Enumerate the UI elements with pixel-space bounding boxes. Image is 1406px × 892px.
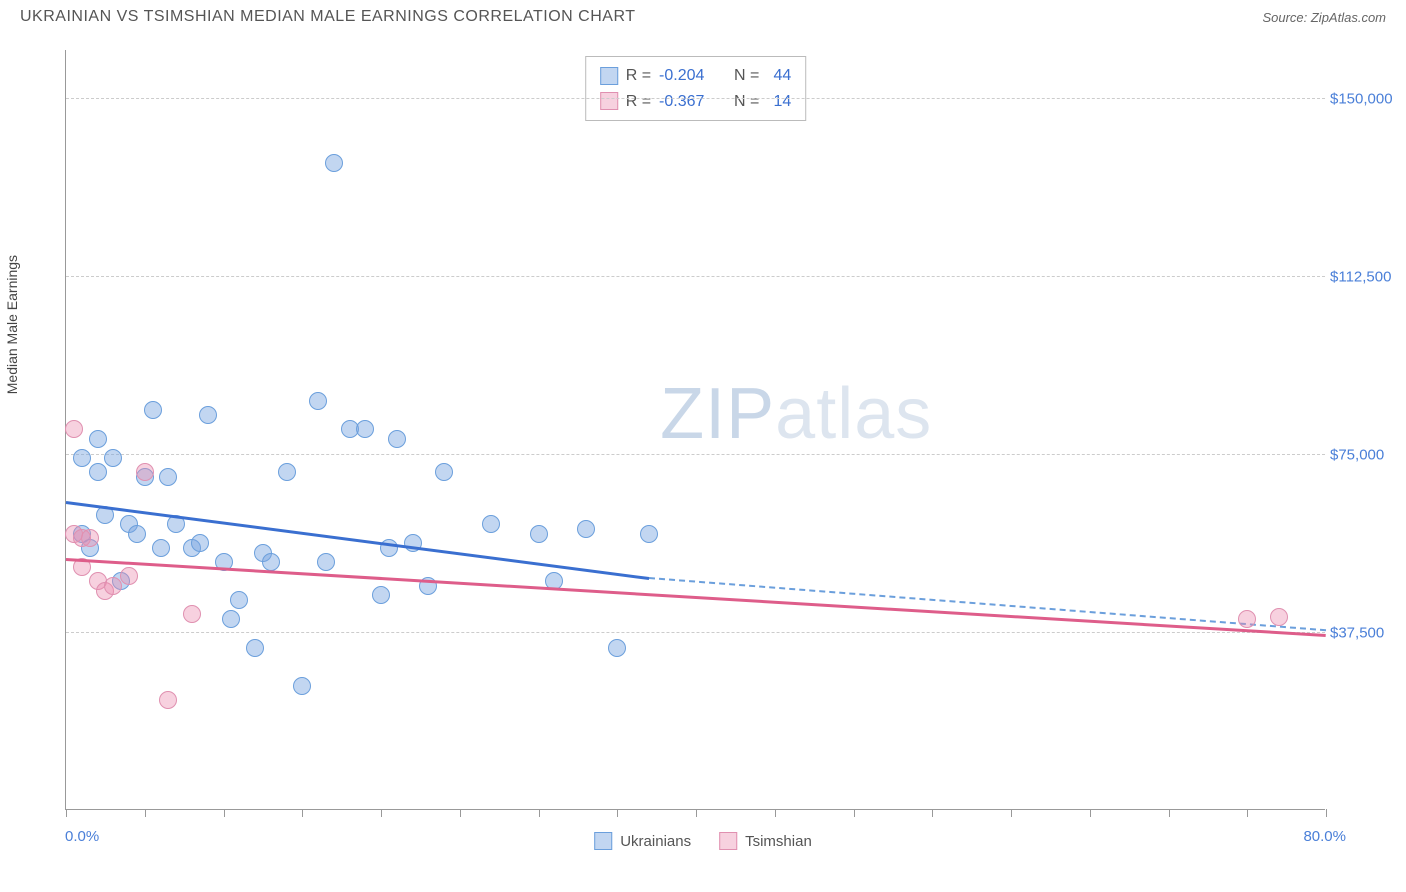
y-tick-label: $112,500 xyxy=(1330,268,1406,285)
x-axis-max-label: 80.0% xyxy=(1303,828,1346,845)
x-tick xyxy=(1011,809,1012,817)
scatter-point xyxy=(65,420,83,438)
x-tick xyxy=(1247,809,1248,817)
scatter-point xyxy=(144,401,162,419)
x-tick xyxy=(539,809,540,817)
scatter-point xyxy=(89,463,107,481)
scatter-point xyxy=(104,577,122,595)
x-tick xyxy=(1326,809,1327,817)
scatter-point xyxy=(577,520,595,538)
scatter-point xyxy=(136,463,154,481)
chart-title: UKRAINIAN VS TSIMSHIAN MEDIAN MALE EARNI… xyxy=(20,8,635,26)
scatter-point xyxy=(435,463,453,481)
scatter-point xyxy=(230,591,248,609)
scatter-point xyxy=(128,525,146,543)
scatter-point xyxy=(293,677,311,695)
scatter-point xyxy=(246,639,264,657)
x-axis-min-label: 0.0% xyxy=(65,828,99,845)
watermark: ZIPatlas xyxy=(660,373,932,455)
scatter-point xyxy=(1238,610,1256,628)
scatter-point xyxy=(388,430,406,448)
y-tick-label: $150,000 xyxy=(1330,90,1406,107)
scatter-point xyxy=(1270,608,1288,626)
gridline-h: $150,000 xyxy=(66,98,1325,99)
scatter-point xyxy=(104,449,122,467)
scatter-point xyxy=(482,515,500,533)
scatter-point xyxy=(89,430,107,448)
scatter-point xyxy=(262,553,280,571)
y-tick-label: $37,500 xyxy=(1330,624,1406,641)
scatter-point xyxy=(309,392,327,410)
y-tick-label: $75,000 xyxy=(1330,446,1406,463)
legend-label: Ukrainians xyxy=(620,833,691,850)
x-tick xyxy=(66,809,67,817)
bottom-legend-item: Tsimshian xyxy=(719,832,812,850)
scatter-point xyxy=(608,639,626,657)
x-tick xyxy=(854,809,855,817)
bottom-legend: Ukrainians Tsimshian xyxy=(594,832,812,850)
scatter-point xyxy=(81,529,99,547)
scatter-point xyxy=(640,525,658,543)
watermark-atlas: atlas xyxy=(775,374,932,454)
gridline-h: $112,500 xyxy=(66,276,1325,277)
stats-legend: R = -0.204 N = 44R = -0.367 N = 14 xyxy=(585,56,807,121)
regression-line xyxy=(649,577,1326,631)
scatter-point xyxy=(159,468,177,486)
scatter-point xyxy=(159,691,177,709)
scatter-point xyxy=(73,449,91,467)
scatter-point xyxy=(325,154,343,172)
legend-swatch xyxy=(600,67,618,85)
scatter-point xyxy=(222,610,240,628)
gridline-h: $75,000 xyxy=(66,454,1325,455)
stats-legend-row: R = -0.367 N = 14 xyxy=(600,89,792,115)
legend-swatch xyxy=(600,92,618,110)
plot-area: ZIPatlas R = -0.204 N = 44R = -0.367 N =… xyxy=(65,50,1325,810)
scatter-point xyxy=(372,586,390,604)
scatter-point xyxy=(183,605,201,623)
chart-header: UKRAINIAN VS TSIMSHIAN MEDIAN MALE EARNI… xyxy=(0,0,1406,30)
regression-line xyxy=(66,558,1326,636)
scatter-point xyxy=(152,539,170,557)
x-tick xyxy=(1090,809,1091,817)
stats-legend-row: R = -0.204 N = 44 xyxy=(600,63,792,89)
x-tick xyxy=(381,809,382,817)
x-tick xyxy=(932,809,933,817)
scatter-point xyxy=(278,463,296,481)
chart-wrapper: Median Male Earnings ZIPatlas R = -0.204… xyxy=(20,30,1386,840)
scatter-point xyxy=(356,420,374,438)
x-tick xyxy=(460,809,461,817)
legend-swatch xyxy=(719,832,737,850)
scatter-point xyxy=(199,406,217,424)
legend-swatch xyxy=(594,832,612,850)
y-axis-label: Median Male Earnings xyxy=(4,255,20,394)
x-tick xyxy=(617,809,618,817)
watermark-zip: ZIP xyxy=(660,374,775,454)
x-tick xyxy=(302,809,303,817)
scatter-point xyxy=(317,553,335,571)
scatter-point xyxy=(120,567,138,585)
bottom-legend-item: Ukrainians xyxy=(594,832,691,850)
scatter-point xyxy=(191,534,209,552)
x-tick xyxy=(1169,809,1170,817)
x-tick xyxy=(145,809,146,817)
gridline-h: $37,500 xyxy=(66,632,1325,633)
scatter-point xyxy=(530,525,548,543)
legend-label: Tsimshian xyxy=(745,833,812,850)
x-tick xyxy=(696,809,697,817)
x-tick xyxy=(775,809,776,817)
source-label: Source: ZipAtlas.com xyxy=(1262,10,1386,25)
x-tick xyxy=(224,809,225,817)
